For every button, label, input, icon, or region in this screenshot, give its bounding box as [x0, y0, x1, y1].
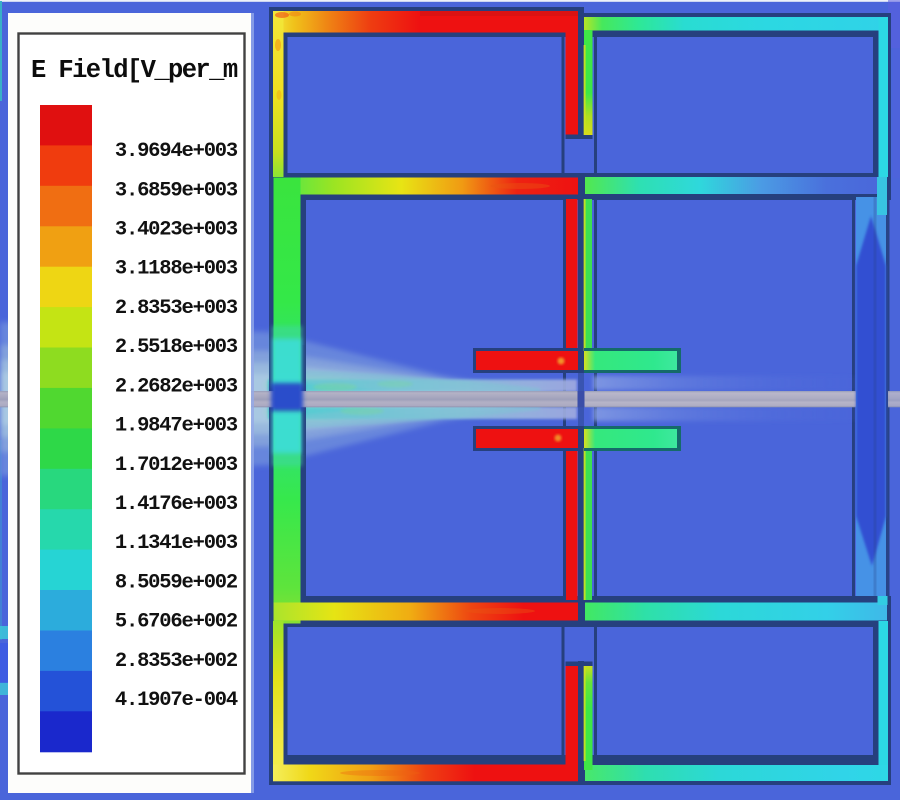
svg-text:1.7012e+003: 1.7012e+003	[115, 454, 238, 477]
svg-text:5.6706e+002: 5.6706e+002	[115, 611, 238, 634]
svg-text:3.9694e+003: 3.9694e+003	[115, 140, 238, 163]
svg-text:3.1188e+003: 3.1188e+003	[115, 258, 238, 281]
svg-text:3.6859e+003: 3.6859e+003	[115, 179, 238, 202]
svg-text:3.4023e+003: 3.4023e+003	[115, 219, 238, 242]
svg-text:1.9847e+003: 1.9847e+003	[115, 415, 238, 438]
svg-text:2.5518e+003: 2.5518e+003	[115, 336, 238, 359]
svg-text:E Field[V_per_m: E Field[V_per_m	[31, 56, 238, 85]
svg-text:8.5059e+002: 8.5059e+002	[115, 571, 238, 594]
svg-text:1.1341e+003: 1.1341e+003	[115, 532, 238, 555]
svg-text:2.8353e+002: 2.8353e+002	[115, 650, 238, 673]
svg-text:2.8353e+003: 2.8353e+003	[115, 297, 238, 320]
svg-text:1.4176e+003: 1.4176e+003	[115, 493, 238, 516]
svg-text:4.1907e-004: 4.1907e-004	[115, 689, 238, 712]
svg-text:2.2682e+003: 2.2682e+003	[115, 375, 238, 398]
